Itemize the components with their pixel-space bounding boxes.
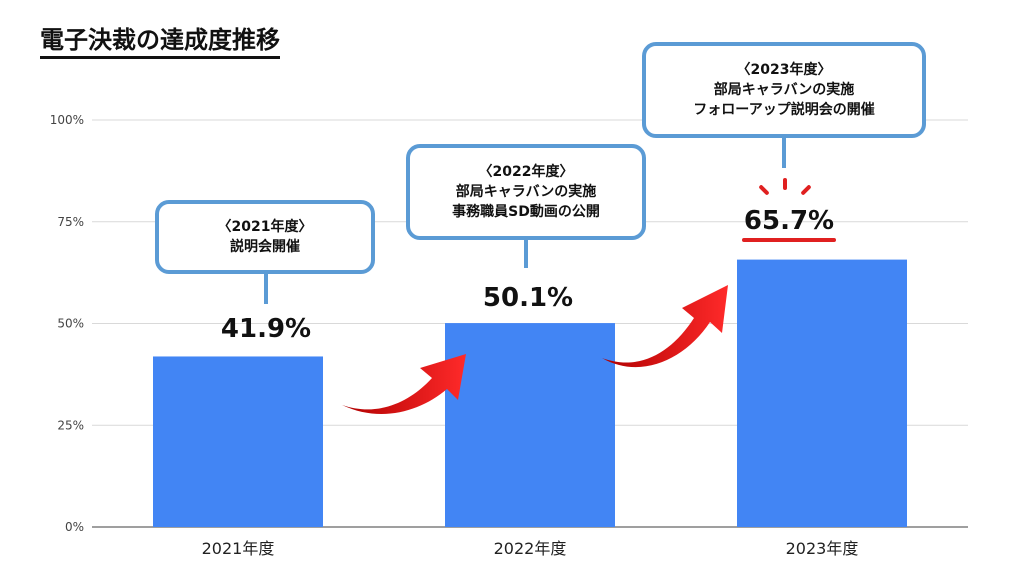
bar-2022年度: [445, 323, 615, 527]
y-tick-label: 25%: [57, 418, 84, 432]
y-tick-label: 0%: [65, 520, 84, 534]
x-tick-label: 2023年度: [786, 539, 859, 558]
callout-2021-stem: [264, 274, 268, 304]
callout-2023-stem: [782, 138, 786, 168]
data-label-2022: 50.1%: [482, 283, 574, 313]
y-tick-label: 50%: [57, 317, 84, 331]
callout-2023-heading: 〈2023年度〉: [736, 61, 832, 78]
callout-2022-line-2: 事務職員SD動画の公開: [452, 204, 600, 221]
callout-2023: 〈2023年度〉 部局キャラバンの実施 フォローアップ説明会の開催: [642, 42, 926, 138]
callout-2022: 〈2022年度〉 部局キャラバンの実施 事務職員SD動画の公開: [406, 144, 646, 240]
data-label-2021: 41.9%: [220, 314, 312, 344]
callout-2022-stem: [524, 240, 528, 268]
highlight-underline: [742, 238, 836, 242]
callout-2023-line-2: フォローアップ説明会の開催: [693, 102, 875, 119]
callout-2023-line-1: 部局キャラバンの実施: [713, 81, 855, 98]
bar-2021年度: [153, 356, 323, 527]
callout-2022-line-1: 部局キャラバンの実施: [455, 183, 597, 200]
bar-2023年度: [737, 259, 907, 527]
x-tick-label: 2022年度: [494, 539, 567, 558]
data-label-2023: 65.7%: [743, 206, 835, 236]
highlight-spark-center: [783, 178, 787, 190]
x-tick-label: 2021年度: [202, 539, 275, 558]
callout-2022-heading: 〈2022年度〉: [478, 163, 574, 180]
callout-2021: 〈2021年度〉 説明会開催: [155, 200, 375, 274]
callout-2021-heading: 〈2021年度〉: [217, 218, 313, 235]
callout-2021-line-1: 説明会開催: [230, 239, 300, 255]
y-tick-label: 100%: [50, 113, 84, 127]
growth-arrow-2: [602, 285, 728, 368]
chart-title: 電子決裁の達成度推移: [40, 26, 280, 59]
y-tick-label: 75%: [57, 215, 84, 229]
growth-arrow-1: [342, 354, 466, 414]
